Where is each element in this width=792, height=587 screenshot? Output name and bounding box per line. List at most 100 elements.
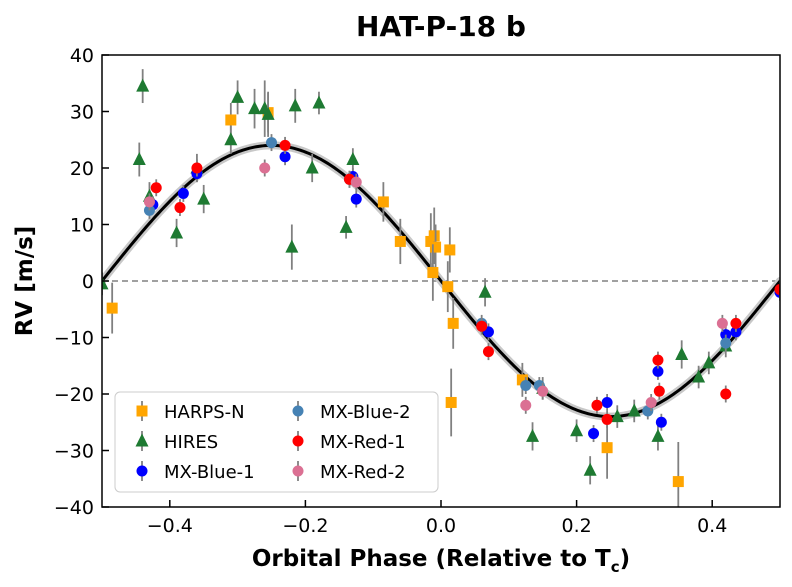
data-point: [266, 137, 277, 149]
data-point: [601, 413, 613, 425]
legend-item-mx-red-2: MX-Red-2: [292, 461, 406, 483]
data-point: [132, 152, 146, 166]
legend-label: HARPS-N: [164, 402, 245, 423]
data-point: [350, 193, 362, 205]
data-point: [520, 380, 532, 392]
legend-marker: [136, 465, 148, 477]
axes-layer: −0.4 −0.2 0.0 0.2 0.4 −40 −30 −20 −10 0 10 20 30 40: [54, 45, 781, 537]
y-axis-label: RV [m/s]: [12, 226, 38, 337]
y-tick-label: 40: [70, 45, 94, 67]
data-point: [346, 152, 360, 166]
x-axis-label-main: Orbital Phase (Relative to T: [252, 546, 611, 572]
data-point: [652, 354, 664, 366]
data-point: [482, 346, 494, 358]
data-point: [279, 139, 291, 151]
data-point: [652, 365, 664, 377]
model-curve-layer: [102, 141, 780, 421]
data-point: [428, 230, 440, 242]
data-point: [394, 235, 406, 247]
data-point: [445, 396, 457, 408]
data-point: [427, 267, 439, 279]
data-point: [730, 317, 742, 329]
legend-label: MX-Red-1: [320, 432, 406, 453]
legend-box: [114, 391, 439, 493]
data-point: [430, 241, 442, 253]
y-tick-label: 0: [82, 271, 94, 293]
data-point: [231, 89, 245, 103]
legend-marker: [292, 435, 304, 447]
y-tick-label: −10: [54, 328, 94, 350]
series-mx-red-2: [143, 159, 728, 414]
series-mx-red-1: [150, 136, 780, 428]
data-points-layer: [102, 69, 780, 507]
data-point: [520, 399, 532, 411]
data-point: [516, 374, 528, 386]
x-tick-label: 0.0: [426, 515, 456, 537]
data-point: [444, 244, 456, 256]
y-tick-label: 10: [70, 215, 94, 237]
legend-item-mx-blue-2: MX-Blue-2: [292, 401, 411, 423]
legend-label: MX-Blue-1: [164, 462, 255, 483]
data-point: [177, 187, 189, 199]
data-point: [442, 281, 454, 293]
legend-label: MX-Red-2: [320, 462, 406, 483]
legend: HARPS-N HIRES MX-Blue-1 MX-Blue-2 MX-Red-1 MX…: [114, 391, 439, 493]
data-point: [476, 320, 488, 332]
x-tick-label: −0.4: [147, 515, 193, 537]
data-point: [610, 409, 624, 423]
data-point: [716, 317, 728, 329]
data-point: [174, 202, 186, 214]
data-point: [601, 396, 613, 408]
data-point: [588, 428, 600, 440]
legend-item-harps-n: HARPS-N: [136, 401, 245, 423]
data-point: [526, 428, 540, 442]
data-point: [655, 416, 667, 428]
y-tick-label: −40: [54, 497, 94, 519]
chart-title: HAT-P-18 b: [356, 10, 526, 43]
data-point: [601, 442, 613, 454]
data-point: [191, 162, 203, 174]
data-point: [261, 106, 275, 120]
data-point: [627, 403, 641, 417]
data-point: [285, 239, 299, 253]
legend-label: MX-Blue-2: [320, 402, 411, 423]
data-point: [570, 423, 584, 437]
data-point: [645, 396, 657, 408]
x-tick-label: −0.2: [282, 515, 328, 537]
legend-marker: [292, 405, 304, 417]
data-point: [377, 196, 389, 208]
data-point: [653, 385, 665, 397]
data-point: [478, 284, 492, 298]
data-point: [537, 385, 549, 397]
data-point: [774, 283, 780, 295]
legend-item-mx-red-1: MX-Red-1: [292, 431, 406, 453]
legend-marker: [135, 433, 149, 447]
data-point: [136, 78, 150, 92]
data-point: [259, 162, 271, 174]
data-point: [591, 399, 603, 411]
data-point: [102, 276, 109, 290]
x-axis-label-subscript: c: [611, 558, 620, 576]
legend-marker: [136, 405, 148, 417]
data-point: [197, 191, 211, 205]
data-point: [305, 160, 319, 174]
data-point: [225, 114, 237, 126]
data-point: [702, 355, 716, 369]
legend-marker: [292, 465, 304, 477]
data-point: [248, 101, 262, 115]
data-point: [339, 219, 353, 233]
data-point: [312, 95, 326, 109]
y-tick-label: −30: [54, 441, 94, 463]
data-point: [143, 196, 155, 208]
legend-item-hires: HIRES: [135, 431, 218, 453]
data-point: [583, 462, 597, 476]
data-point: [447, 317, 459, 329]
x-tick-label: 0.4: [697, 515, 727, 537]
data-point: [350, 176, 362, 188]
x-tick-label: 0.2: [561, 515, 591, 537]
legend-label: HIRES: [164, 432, 218, 453]
data-point: [720, 337, 732, 349]
x-axis-label: Orbital Phase (Relative to Tc): [252, 546, 630, 576]
model-curve: [102, 143, 780, 419]
